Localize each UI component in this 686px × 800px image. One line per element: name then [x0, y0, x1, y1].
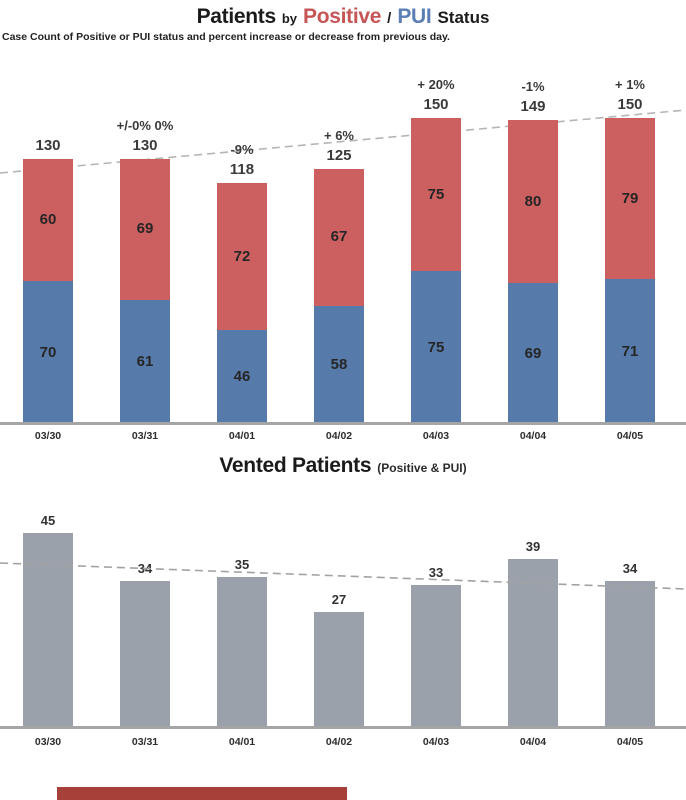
- patients-x-axis: [0, 422, 686, 425]
- title-by: by: [281, 11, 298, 26]
- x-axis-label: 04/04: [519, 430, 547, 442]
- vented-title-main: Vented Patients: [219, 454, 372, 477]
- total-label: 130: [132, 136, 158, 154]
- total-label: 130: [35, 136, 61, 154]
- vented-value-label: 34: [622, 561, 638, 577]
- cropped-chart-fragment: [57, 787, 347, 800]
- pui-bar-segment: [411, 271, 461, 424]
- title-positive: Positive: [303, 5, 382, 28]
- x-axis-label: 04/01: [228, 430, 256, 442]
- x-axis-label: 03/31: [131, 736, 159, 748]
- title-status: Status: [437, 8, 490, 27]
- x-axis-label: 04/03: [422, 430, 450, 442]
- pui-bar-segment: [217, 330, 267, 424]
- positive-bar-segment: [508, 120, 558, 284]
- pct-change-label: -9%: [230, 142, 254, 158]
- x-axis-label: 04/02: [325, 430, 353, 442]
- positive-value-label: 69: [136, 220, 154, 238]
- total-label: 149: [520, 98, 546, 116]
- positive-value-label: 72: [233, 247, 251, 265]
- pui-value-label: 75: [427, 338, 445, 356]
- x-axis-label: 03/30: [34, 736, 62, 748]
- total-label: 150: [617, 96, 643, 113]
- pui-value-label: 61: [136, 352, 154, 370]
- pui-value-label: 58: [330, 355, 348, 373]
- positive-bar-segment: [217, 183, 267, 331]
- x-axis-label: 04/05: [616, 430, 644, 442]
- positive-value-label: 80: [524, 192, 542, 210]
- pui-bar-segment: [605, 279, 655, 424]
- positive-bar-segment: [23, 158, 73, 282]
- patients-chart-subtitle: Case Count of Positive or PUI status and…: [2, 31, 450, 43]
- vented-bar: [314, 611, 364, 729]
- positive-bar-segment: [314, 169, 364, 306]
- vented-bar: [120, 581, 170, 729]
- title-patients: Patients: [196, 5, 277, 28]
- x-axis-label: 04/02: [325, 736, 353, 748]
- vented-bar: [605, 581, 655, 729]
- x-axis-label: 03/30: [34, 430, 62, 442]
- x-axis-label: 04/05: [616, 736, 644, 748]
- pui-bar-segment: [314, 305, 364, 424]
- positive-value-label: 79: [621, 189, 639, 207]
- positive-bar-segment: [605, 118, 655, 280]
- pui-bar-segment: [120, 299, 170, 424]
- pui-bar-segment: [508, 283, 558, 424]
- total-label: 150: [423, 96, 449, 113]
- vented-x-axis: [0, 726, 686, 729]
- pui-value-label: 70: [39, 343, 57, 361]
- vented-bar: [508, 559, 558, 729]
- total-label: 125: [326, 147, 352, 164]
- x-axis-label: 04/03: [422, 736, 450, 748]
- pct-change-label: +/-0% 0%: [116, 117, 174, 133]
- vented-value-label: 27: [331, 591, 347, 607]
- patients-chart-title: Patients by Positive / PUI Status: [0, 5, 686, 29]
- vented-bar: [23, 533, 73, 729]
- pct-change-label: -1%: [521, 79, 545, 95]
- vented-title-suffix: (Positive & PUI): [377, 461, 467, 475]
- x-axis-label: 03/31: [131, 430, 159, 442]
- vented-value-label: 33: [428, 565, 444, 581]
- vented-chart-title: Vented Patients (Positive & PUI): [0, 454, 686, 478]
- title-pui: PUI: [397, 5, 432, 28]
- vented-value-label: 39: [525, 539, 541, 555]
- title-slash: /: [387, 10, 392, 27]
- pui-value-label: 71: [621, 342, 639, 360]
- positive-value-label: 60: [39, 211, 57, 228]
- pui-value-label: 46: [233, 368, 251, 386]
- positive-value-label: 75: [427, 185, 445, 203]
- x-axis-label: 04/01: [228, 736, 256, 748]
- vented-bar: [411, 585, 461, 729]
- positive-bar-segment: [120, 158, 170, 300]
- x-axis-label: 04/04: [519, 736, 547, 748]
- vented-bar: [217, 576, 267, 729]
- positive-value-label: 67: [330, 228, 348, 246]
- vented-value-label: 35: [234, 556, 250, 572]
- vented-value-label: 45: [40, 513, 56, 529]
- positive-bar-segment: [411, 118, 461, 271]
- pui-value-label: 69: [524, 344, 542, 362]
- total-label: 118: [229, 161, 255, 179]
- pct-change-label: + 1%: [615, 77, 645, 92]
- pui-bar-segment: [23, 281, 73, 424]
- pct-change-label: + 6%: [324, 128, 354, 143]
- pct-change-label: + 20%: [417, 77, 455, 92]
